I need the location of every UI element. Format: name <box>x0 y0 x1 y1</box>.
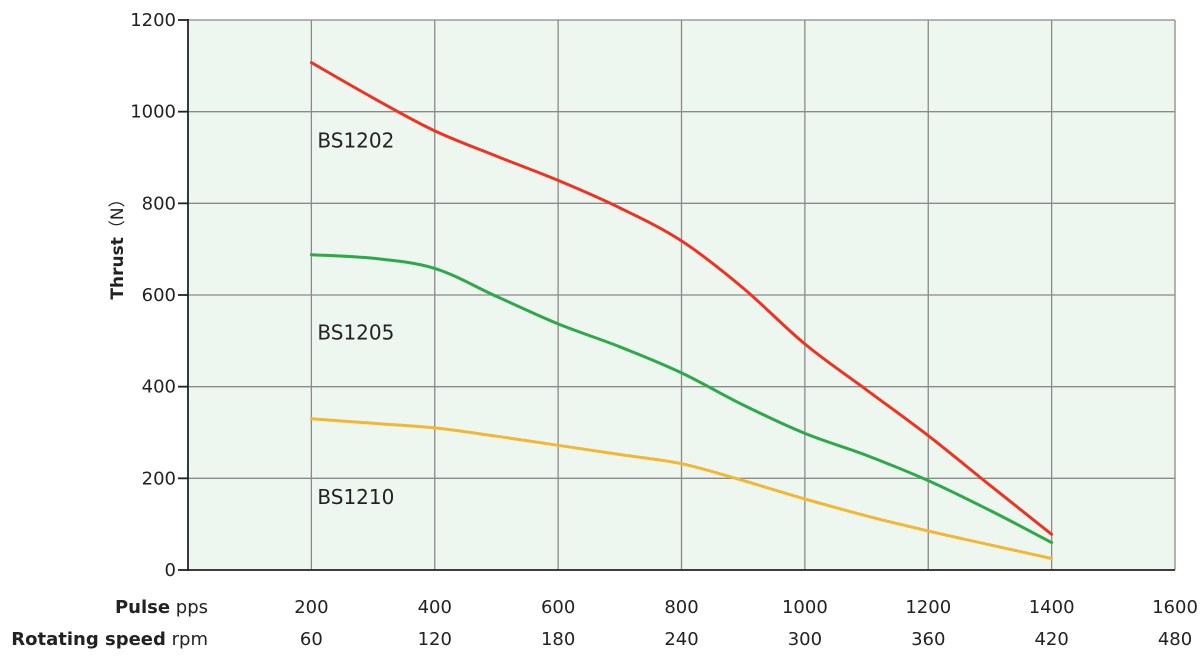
x-tick-label: 600 <box>541 597 575 618</box>
y-tick-label: 400 <box>142 377 176 398</box>
x-row-label-unit: rpm <box>166 629 208 650</box>
x-tick-label: 180 <box>541 629 575 650</box>
x-row-label-name: Pulse <box>115 597 170 618</box>
y-tick-label: 0 <box>165 560 176 581</box>
series-lines <box>309 61 1054 560</box>
labels: 0 200 400 600 800 1000 1200 200 400 600 800 1000 120… <box>11 10 1198 650</box>
x-tick-label: 800 <box>664 597 698 618</box>
x-tick-label: 1400 <box>1029 597 1075 618</box>
series-line-bs1210 <box>309 417 1054 560</box>
x-tick-label: 120 <box>418 629 452 650</box>
y-tick-label: 1200 <box>130 10 176 31</box>
x-row-label-name: Rotating speed <box>11 629 166 650</box>
x-row-label: Pulse pps <box>115 597 208 618</box>
series-label-bs1202: BS1202 <box>317 129 394 153</box>
y-tick-label: 800 <box>142 193 176 214</box>
x-tick-label: 200 <box>294 597 328 618</box>
y-axis-label: Thrust（N） <box>108 190 128 299</box>
axes <box>178 19 1175 571</box>
x-row-label-unit: pps <box>170 597 208 618</box>
y-tick-label: 600 <box>142 285 176 306</box>
y-tick-label: 1000 <box>130 102 176 123</box>
x-tick-label: 360 <box>911 629 945 650</box>
series-label-bs1205: BS1205 <box>317 321 394 345</box>
x-tick-label: 1600 <box>1152 597 1198 618</box>
x-tick-label: 1200 <box>905 597 951 618</box>
x-tick-label: 480 <box>1158 629 1192 650</box>
x-tick-label: 400 <box>418 597 452 618</box>
x-tick-label: 300 <box>788 629 822 650</box>
x-row-label: Rotating speed rpm <box>11 629 208 650</box>
series-label-bs1210: BS1210 <box>317 485 394 509</box>
x-tick-label: 60 <box>300 629 323 650</box>
y-tick-label: 200 <box>142 468 176 489</box>
x-tick-label: 420 <box>1034 629 1068 650</box>
x-tick-label: 1000 <box>782 597 828 618</box>
y-axis-label-name: Thrust <box>108 237 128 299</box>
series-line-bs1205 <box>309 253 1054 544</box>
x-tick-label: 240 <box>664 629 698 650</box>
grid <box>188 19 1176 570</box>
series-line-bs1202 <box>309 61 1054 536</box>
y-axis-label-unit: （N） <box>108 190 128 237</box>
